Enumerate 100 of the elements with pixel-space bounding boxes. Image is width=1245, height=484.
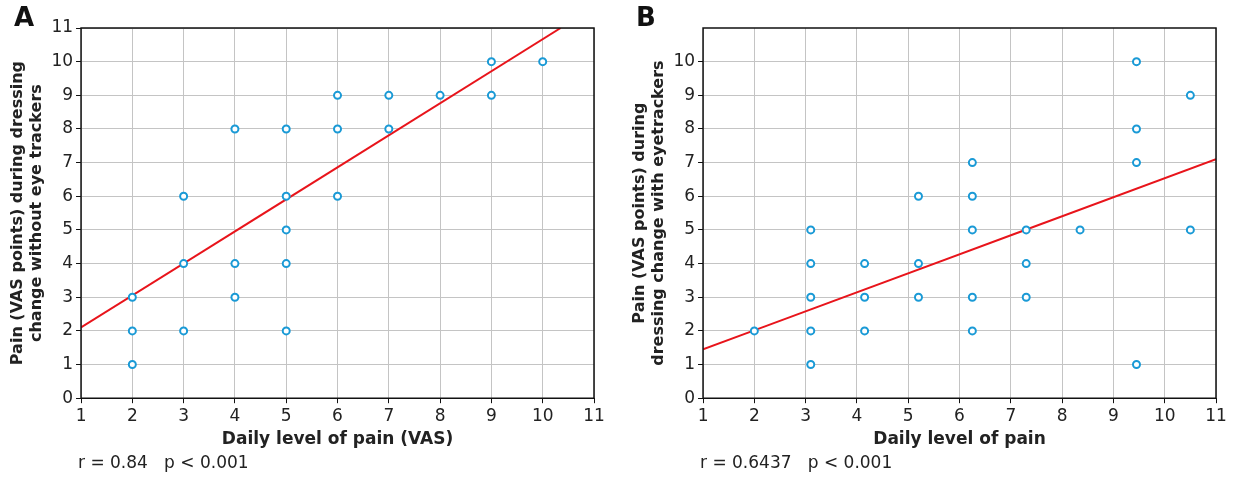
point	[913, 259, 923, 269]
y-tick-label: 0	[684, 386, 696, 407]
x-tick-label: 8	[434, 404, 446, 425]
x-tick-label: 5	[280, 404, 292, 425]
x-tick-label: 5	[902, 404, 914, 425]
point	[860, 292, 870, 302]
point	[860, 326, 870, 336]
chart-title: B	[636, 2, 656, 32]
x-axis-title: Daily level of pain	[873, 428, 1046, 449]
point	[1021, 225, 1031, 235]
x-tick-label: 7	[383, 404, 395, 425]
y-tick-label: 3	[62, 285, 74, 306]
y-tick-label: 10	[51, 50, 74, 71]
point	[967, 158, 977, 168]
point	[230, 292, 240, 302]
x-tick-label: 6	[954, 404, 965, 425]
x-tick-label: 7	[1005, 404, 1017, 425]
y-tick-label: 11	[51, 16, 74, 37]
point	[1131, 158, 1141, 168]
point	[281, 225, 291, 235]
y-tick-label: 10	[673, 50, 696, 71]
point	[967, 225, 977, 235]
x-tick-label: 2	[126, 404, 138, 425]
point	[127, 360, 137, 370]
point	[230, 124, 240, 134]
y-tick-label: 1	[684, 352, 696, 373]
y-tick-label: 8	[62, 117, 74, 138]
y-tick-label: 2	[684, 319, 696, 340]
point	[1185, 225, 1195, 235]
point	[967, 191, 977, 201]
x-tick-label: 3	[178, 404, 190, 425]
point	[384, 90, 394, 100]
y-tick-label: 5	[684, 218, 696, 239]
x-tick-label: 9	[1107, 404, 1119, 425]
x-tick-label: 11	[583, 404, 605, 425]
text: r = 0.84 p < 0.001	[78, 452, 249, 472]
point	[281, 259, 291, 269]
point	[486, 90, 496, 100]
point	[230, 259, 240, 269]
y-tick-label: 9	[684, 83, 696, 104]
point	[1131, 360, 1141, 370]
y-axis-title: Pain (VAS points) during dressing change without eye trackers	[6, 61, 45, 366]
y-tick-label: 7	[62, 151, 74, 172]
point	[127, 292, 137, 302]
point	[1131, 57, 1141, 67]
x-tick-label: 1	[697, 404, 709, 425]
point	[1185, 90, 1195, 100]
x-tick-label: 8	[1056, 404, 1068, 425]
x-tick-label: 10	[531, 404, 554, 425]
point	[1021, 292, 1031, 302]
x-tick-label: 3	[800, 404, 812, 425]
x-tick-label: 6	[332, 404, 343, 425]
point	[1131, 124, 1141, 134]
chart-title: A	[14, 2, 35, 32]
y-tick-label: 4	[62, 252, 74, 272]
point	[179, 191, 189, 201]
y-tick-label: 5	[62, 218, 74, 239]
y-tick-label: 2	[62, 319, 74, 340]
x-tick-label: 11	[1205, 404, 1227, 425]
y-tick-label: 8	[684, 117, 696, 138]
point	[538, 57, 548, 67]
point	[179, 259, 189, 269]
x-axis-title: Daily level of pain (VAS)	[221, 428, 454, 449]
point	[806, 225, 816, 235]
y-tick-label: 4	[684, 252, 696, 272]
point	[1075, 225, 1085, 235]
x-tick-label: 4	[229, 404, 241, 425]
y-tick-label: 7	[684, 151, 696, 172]
x-tick-label: 2	[748, 404, 760, 425]
point	[806, 326, 816, 336]
y-tick-label: 9	[62, 83, 74, 104]
point	[281, 326, 291, 336]
x-tick-label: 10	[1153, 404, 1176, 425]
y-tick-label: 1	[62, 352, 74, 373]
point	[1021, 259, 1031, 269]
point	[967, 326, 977, 336]
point	[127, 326, 137, 336]
x-tick-label: 9	[485, 404, 497, 425]
point	[806, 360, 816, 370]
text: r = 0.6437 p < 0.001	[700, 452, 893, 472]
point	[860, 259, 870, 269]
point	[806, 259, 816, 269]
point	[281, 124, 291, 134]
point	[333, 90, 343, 100]
point	[435, 90, 445, 100]
y-tick-label: 3	[684, 285, 696, 306]
point	[333, 124, 343, 134]
point	[806, 292, 816, 302]
point	[333, 191, 343, 201]
point	[967, 292, 977, 302]
x-tick-label: 4	[851, 404, 863, 425]
point	[384, 124, 394, 134]
point	[486, 57, 496, 67]
y-tick-label: 6	[684, 184, 696, 205]
y-tick-label: 6	[62, 184, 74, 205]
point	[281, 191, 291, 201]
y-tick-label: 0	[62, 386, 74, 407]
point	[749, 326, 759, 336]
point	[179, 326, 189, 336]
point	[913, 191, 923, 201]
